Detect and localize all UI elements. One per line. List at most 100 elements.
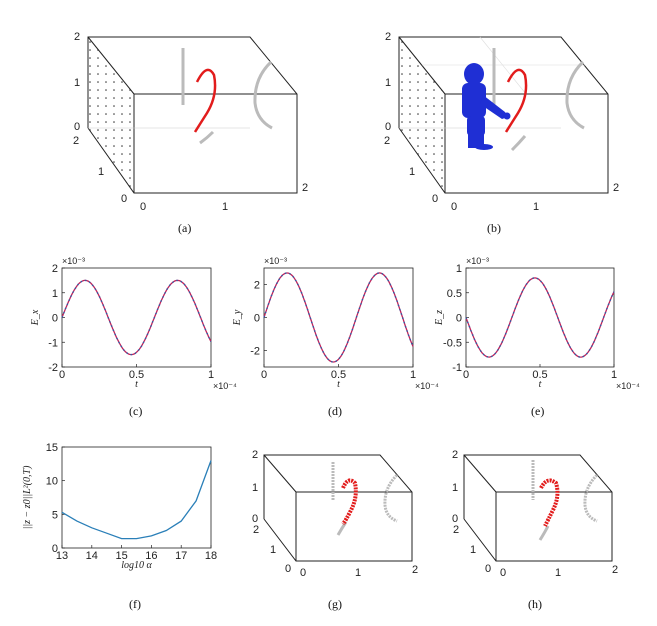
z-tick-2: 2 — [385, 31, 391, 43]
z-tick-2: 2 — [252, 449, 258, 461]
y-tick-label: -1 — [48, 337, 58, 349]
caption-b: (b) — [487, 221, 501, 235]
z-tick-1: 1 — [385, 77, 391, 89]
z-tick-0: 0 — [252, 513, 258, 525]
x-tick-2: 2 — [412, 564, 418, 576]
caption-c: (c) — [129, 404, 142, 418]
trajectory-b — [504, 68, 528, 133]
z-tick-1: 1 — [252, 482, 258, 494]
series-line-dotted — [263, 272, 414, 363]
shadow-xy-a — [199, 130, 215, 145]
y-tick-label: 5 — [52, 509, 58, 521]
x-tick-label: 0.5 — [129, 369, 144, 381]
caption-a: (a) — [178, 221, 191, 235]
y-tick-label: 0 — [52, 313, 58, 325]
y-axis-label: E_z — [434, 310, 445, 326]
shadow-xy-h — [538, 525, 550, 541]
z-tick-2: 2 — [452, 449, 458, 461]
panel-h-3d-box: 2 1 0 2 1 0 0 1 2 — [452, 449, 618, 579]
x-tick-0: 0 — [140, 201, 146, 213]
x-tick-0: 0 — [451, 201, 457, 213]
y-tick-label: 2 — [254, 280, 260, 292]
x-tick-label: 13 — [56, 550, 68, 562]
x-tick-2: 2 — [613, 182, 619, 194]
y-tick-0: 0 — [285, 563, 291, 575]
x-axis-label: t — [135, 379, 138, 390]
y-tick-label: 1 — [456, 263, 462, 275]
y-tick-0: 0 — [432, 193, 438, 205]
x-exponent-label: ×10⁻⁴ — [415, 381, 439, 391]
y-tick-2: 2 — [253, 524, 259, 536]
x-tick-1: 1 — [355, 567, 361, 579]
trajectory-h — [539, 478, 560, 527]
shadow-xy-g — [336, 521, 348, 536]
x-tick-1: 1 — [533, 201, 539, 213]
y-tick-label: 15 — [46, 442, 58, 454]
y-tick-1: 1 — [270, 544, 276, 556]
x-tick-label: 0 — [59, 369, 65, 381]
dotted-wall-a — [88, 37, 134, 193]
series-line-solid — [61, 279, 212, 356]
x-tick-label: 18 — [205, 550, 217, 562]
x-tick-label: 0 — [463, 369, 469, 381]
shadow-yz-a — [253, 60, 273, 130]
x-axis-label: t — [337, 379, 340, 390]
x-tick-label: 0.5 — [532, 369, 547, 381]
series-line-solid — [465, 277, 615, 358]
series-line-dotted — [465, 277, 615, 358]
y-exponent-label: ×10⁻³ — [264, 256, 287, 266]
x-tick-2: 2 — [302, 182, 308, 194]
y-tick-label: -1 — [452, 362, 462, 374]
y-axis-label: E_x — [30, 309, 41, 326]
y-tick-2: 2 — [453, 524, 459, 536]
y-tick-1: 1 — [409, 166, 415, 178]
dotted-wall-b — [399, 37, 445, 193]
y-tick-label: 0 — [52, 543, 58, 555]
x-tick-label: 17 — [175, 550, 187, 562]
y-tick-label: 0 — [456, 313, 462, 325]
y-tick-2: 2 — [73, 135, 79, 147]
plot-frame-f — [61, 446, 212, 549]
z-tick-0: 0 — [452, 513, 458, 525]
panel-a-3d-box: 2 1 0 2 1 0 0 1 2 — [73, 31, 308, 213]
x-tick-label: 1 — [410, 369, 416, 381]
plot-frame-e — [465, 267, 615, 368]
shadow-yz-g — [383, 473, 399, 523]
panel-g-3d-box: 2 1 0 2 1 0 0 1 2 — [252, 449, 418, 579]
x-tick-label: 1 — [611, 369, 617, 381]
panel-c-plot: 0 0.5 1 -2 -1 0 1 2 t E_x ×10⁻³ ×10⁻⁴ — [30, 256, 237, 391]
y-tick-1: 1 — [98, 166, 104, 178]
y-axis-label: ||z − z0||L²(0,T) — [22, 465, 33, 529]
x-tick-0: 0 — [300, 567, 306, 579]
x-tick-1: 1 — [555, 567, 561, 579]
y-tick-label: -2 — [250, 346, 260, 358]
y-tick-label: -0.5 — [443, 337, 462, 349]
x-tick-label: 1 — [208, 369, 214, 381]
y-tick-2: 2 — [384, 135, 390, 147]
trajectory-g — [341, 478, 358, 526]
x-tick-label: 0.5 — [331, 369, 346, 381]
y-exponent-label: ×10⁻³ — [62, 256, 85, 266]
caption-d: (d) — [328, 404, 342, 418]
z-tick-1: 1 — [452, 482, 458, 494]
caption-f: (f) — [129, 597, 141, 611]
x-tick-2: 2 — [612, 564, 618, 576]
y-axis-label: E_y — [232, 309, 243, 326]
plot-frame-d — [263, 267, 414, 368]
y-tick-label: -2 — [48, 362, 58, 374]
y-tick-label: 0 — [254, 313, 260, 325]
humanoid-model — [462, 63, 511, 150]
x-axis-label: t — [539, 379, 542, 390]
y-tick-label: 1 — [52, 288, 58, 300]
y-exponent-label: ×10⁻³ — [466, 256, 489, 266]
shadow-yz-h — [583, 473, 599, 523]
y-tick-0: 0 — [485, 563, 491, 575]
y-tick-0: 0 — [121, 193, 127, 205]
z-tick-0: 0 — [74, 121, 80, 133]
y-tick-1: 1 — [470, 544, 476, 556]
y-tick-label: 10 — [46, 476, 58, 488]
series-line-solid — [263, 272, 414, 363]
x-exponent-label: ×10⁻⁴ — [213, 381, 237, 391]
x-axis-label: log10 α — [121, 560, 152, 571]
